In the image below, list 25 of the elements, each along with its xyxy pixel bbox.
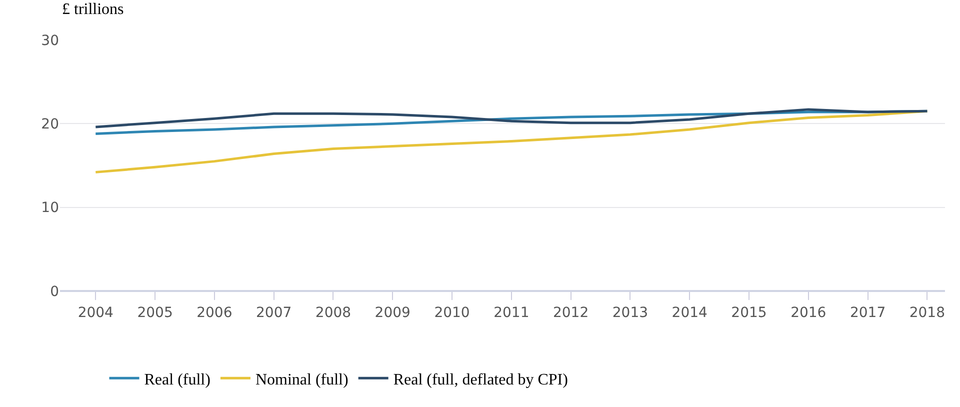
legend-label: Real (full, deflated by CPI) — [393, 371, 568, 388]
x-tick-label: 2004 — [78, 304, 114, 321]
y-tick-label: 10 — [41, 200, 59, 216]
x-tick-label: 2010 — [434, 304, 470, 321]
x-tick-label: 2013 — [612, 304, 648, 321]
line-series — [94, 110, 928, 174]
x-tick-label: 2008 — [315, 304, 352, 321]
x-tick-label: 2011 — [494, 304, 530, 321]
y-tick-label: 30 — [41, 32, 59, 49]
x-tick-label: 2005 — [137, 304, 173, 321]
y-tick-label: 0 — [50, 284, 59, 300]
x-tick-label: 2015 — [731, 304, 767, 321]
x-tick-label: 2006 — [196, 304, 232, 321]
legend-label: Nominal (full) — [255, 371, 348, 388]
x-tick-label: 2007 — [256, 304, 292, 321]
x-tick-label: 2017 — [850, 304, 886, 321]
y-tick-label: 20 — [41, 116, 59, 133]
y-axis-title: £ trillions — [62, 1, 124, 18]
line-series — [94, 108, 928, 128]
x-tick-label: 2018 — [909, 304, 945, 321]
x-tick-label: 2009 — [374, 304, 410, 321]
x-tick-label: 2012 — [552, 304, 589, 321]
x-tick-label: 2014 — [672, 304, 708, 321]
legend-label: Real (full) — [144, 371, 210, 388]
x-tick-label: 2016 — [790, 304, 826, 321]
